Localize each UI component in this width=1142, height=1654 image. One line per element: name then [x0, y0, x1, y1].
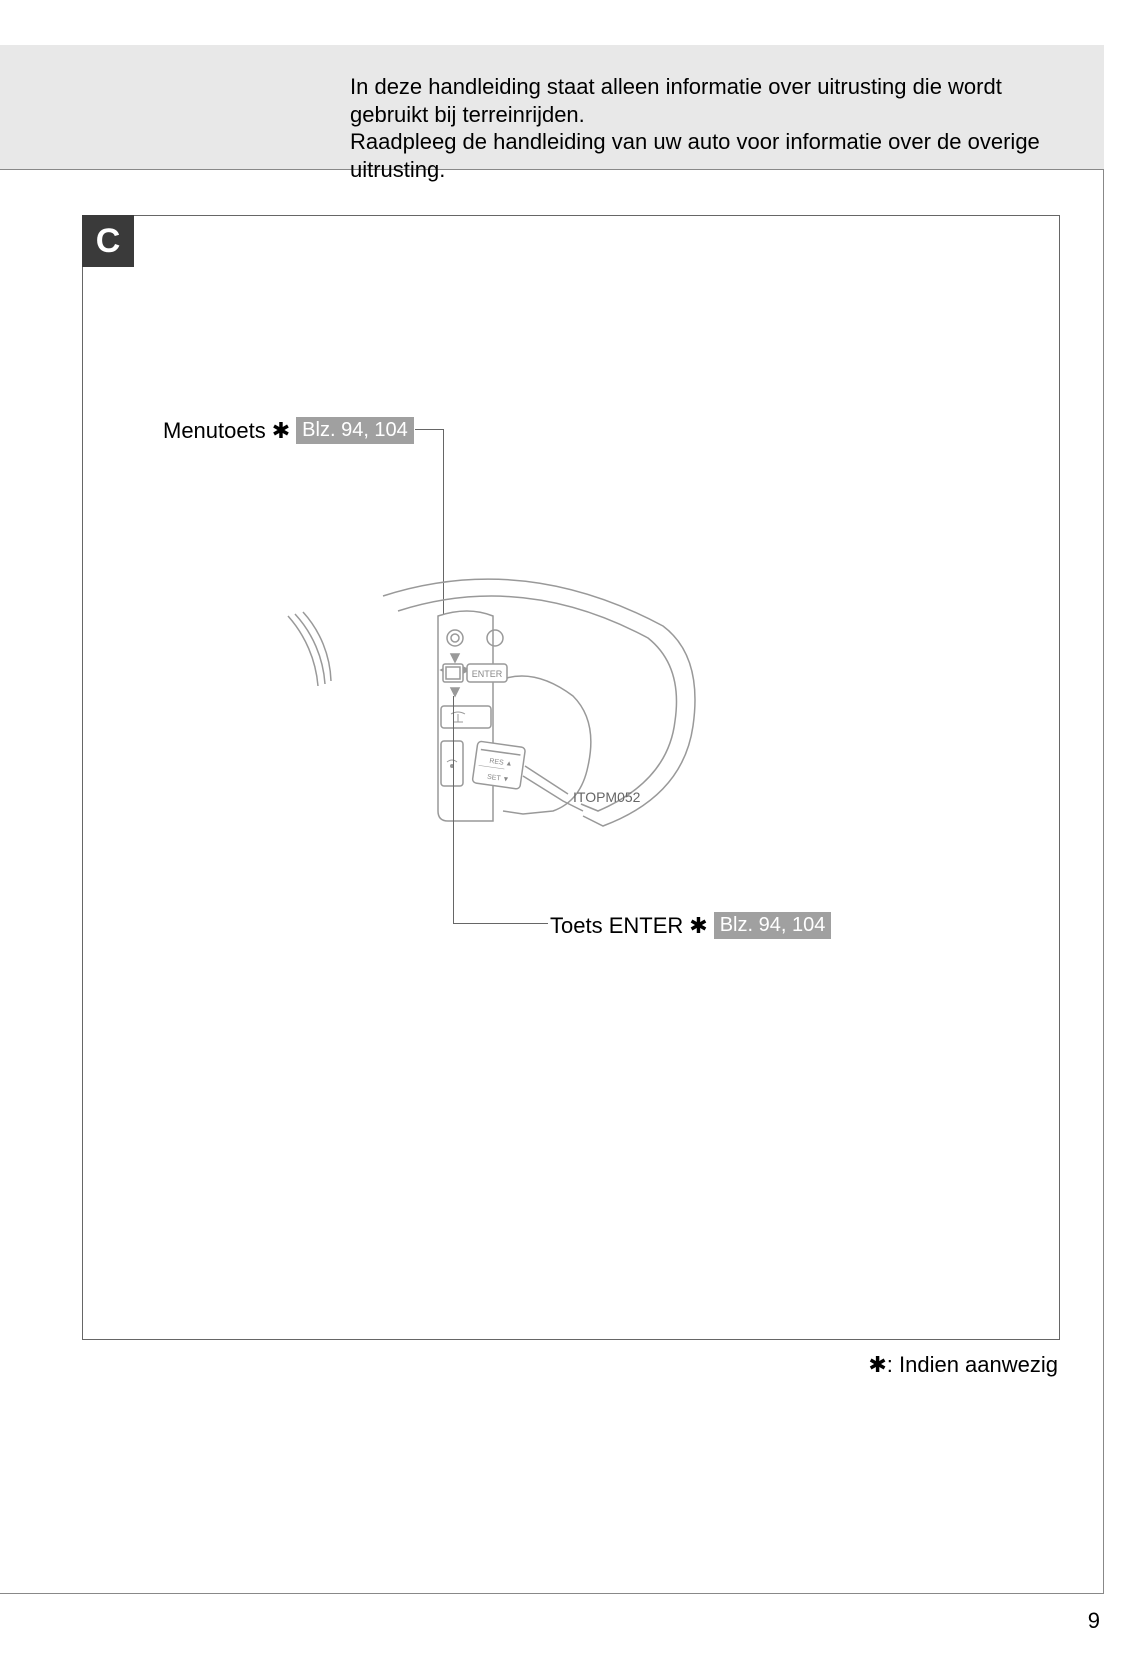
content-frame: C Menutoets✱ Blz. 94, 104 — [82, 215, 1060, 1340]
svg-text:ENTER: ENTER — [472, 669, 503, 679]
section-badge: C — [82, 215, 134, 267]
callout-enter: Toets ENTER✱ Blz. 94, 104 — [550, 912, 831, 939]
page-ref-enter: Blz. 94, 104 — [714, 912, 832, 939]
asterisk-icon: ✱ — [272, 418, 290, 444]
callout-menu-label: Menutoets — [163, 418, 266, 444]
header-text-1: In deze handleiding staat alleen informa… — [350, 73, 1064, 128]
header-info-box: In deze handleiding staat alleen informa… — [0, 45, 1104, 170]
callout-enter-label: Toets ENTER — [550, 913, 683, 939]
callout-line-enter — [453, 696, 548, 924]
footnote-text: : Indien aanwezig — [887, 1352, 1058, 1377]
asterisk-icon: ✱ — [868, 1352, 886, 1377]
page-number: 9 — [1088, 1608, 1100, 1634]
asterisk-icon: ✱ — [689, 913, 707, 939]
header-text-2: Raadpleeg de handleiding van uw auto voo… — [350, 128, 1064, 183]
footnote: ✱: Indien aanwezig — [868, 1352, 1058, 1378]
page-ref-menu: Blz. 94, 104 — [296, 417, 414, 444]
illustration-code: ITOPM052 — [573, 789, 640, 805]
callout-menu: Menutoets✱ Blz. 94, 104 — [163, 417, 414, 444]
